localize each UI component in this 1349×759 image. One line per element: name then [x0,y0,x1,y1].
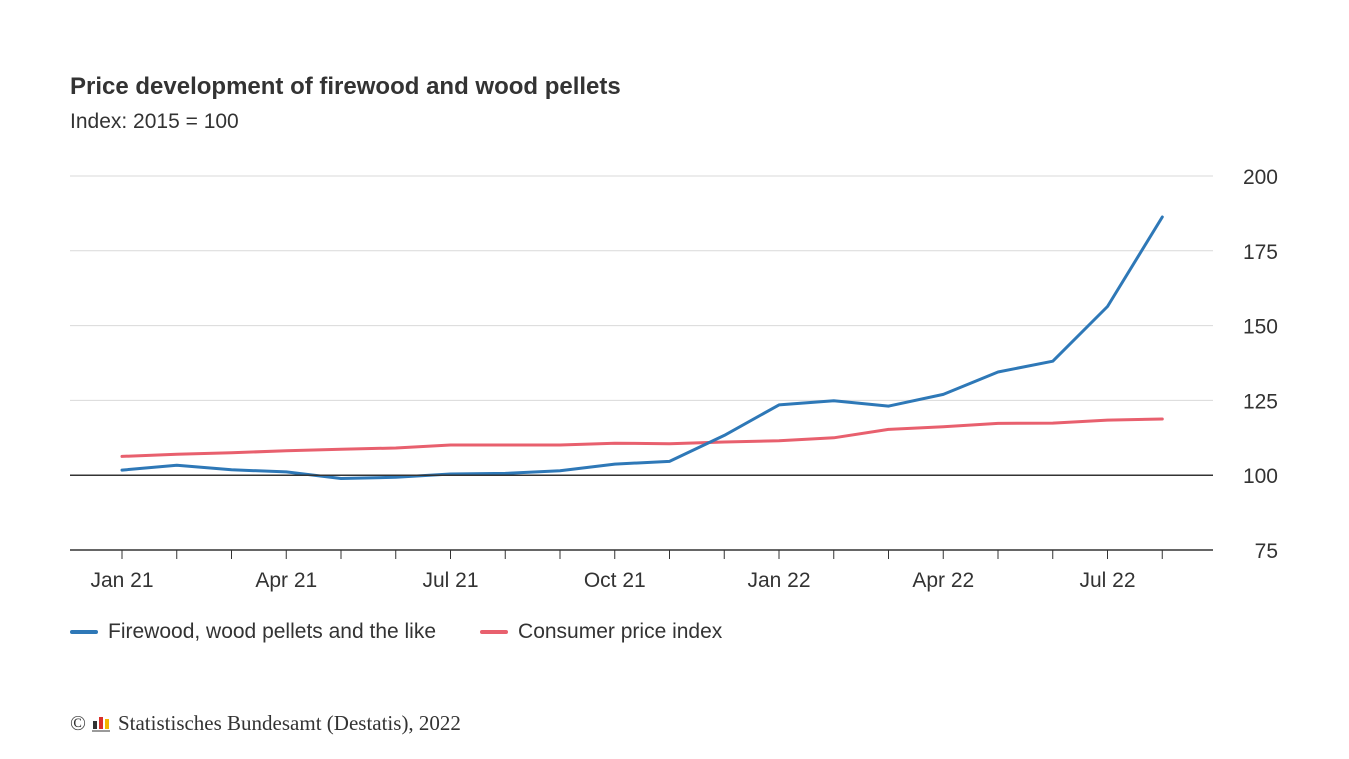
grid-layer [70,175,1213,401]
x-tick-label: Jul 21 [422,569,478,592]
y-tick-label: 100 [1243,465,1278,488]
legend-swatch-firewood [70,630,98,634]
x-tick-label: Jul 22 [1079,569,1135,592]
series-layer [120,215,1164,480]
series-line-firewood [120,215,1164,480]
x-tick-label: Jan 21 [90,569,153,592]
x-tick-label: Oct 21 [584,569,646,592]
legend-swatch-cpi [480,630,509,634]
line-chart: 75 100 125 150 175 200 Jan 21 Apr 21 Jul 21 Oct 2… [70,166,1278,592]
legend-item-cpi[interactable]: Consumer price index [480,620,722,644]
chart-title: Price development of firewood and wood p… [70,73,621,100]
legend: Firewood, wood pellets and the like Cons… [70,620,722,644]
legend-label-cpi: Consumer price index [518,620,723,643]
x-tick-label: Jan 22 [747,569,810,592]
axis-layer: 75 100 125 150 175 200 Jan 21 Apr 21 Jul 21 Oct 2… [70,166,1278,592]
source-footer: © Statistisches Bundesamt (Destatis), 20… [70,711,461,736]
y-tick-label: 175 [1243,241,1278,264]
y-tick-label: 200 [1243,166,1278,189]
y-tick-label: 150 [1243,316,1278,339]
series-line-cpi [120,417,1164,458]
y-tick-label: 125 [1243,390,1278,413]
copyright-symbol: © [70,711,86,735]
chart-subtitle: Index: 2015 = 100 [70,110,239,133]
x-tick-label: Apr 22 [912,569,974,592]
legend-label-firewood: Firewood, wood pellets and the like [108,620,437,643]
legend-item-firewood[interactable]: Firewood, wood pellets and the like [70,620,436,644]
x-tick-label: Apr 21 [255,569,317,592]
destatis-logo-icon [91,716,110,732]
y-tick-label: 75 [1255,540,1278,563]
source-text: Statistisches Bundesamt (Destatis), 2022 [117,711,461,735]
